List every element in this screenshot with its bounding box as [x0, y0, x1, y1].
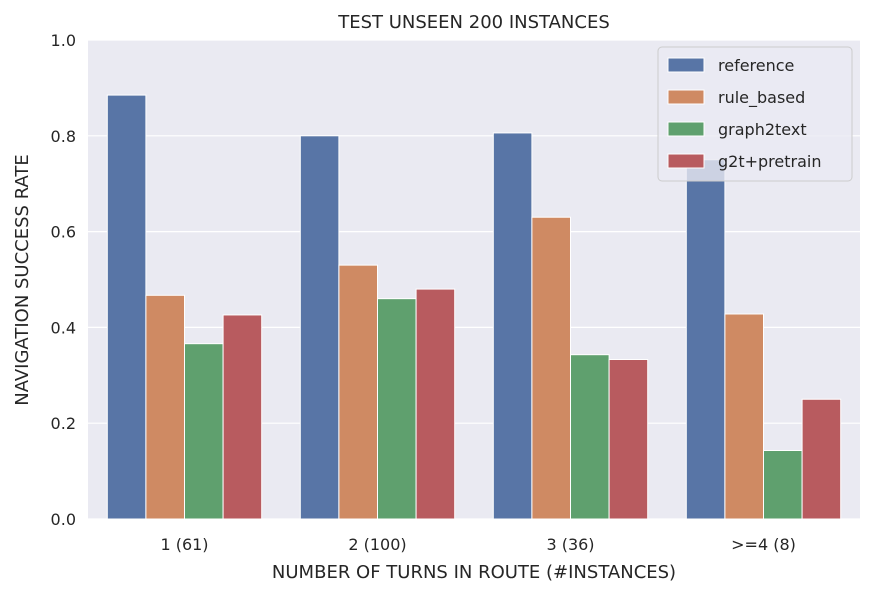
- bar-graph2text: [763, 450, 803, 520]
- y-tick-label: 0.8: [51, 127, 76, 146]
- bar-reference: [106, 94, 147, 520]
- bar-g2t-pretrain: [608, 358, 649, 520]
- x-tick-label: 1 (61): [160, 535, 208, 554]
- bar-rule-based: [338, 264, 378, 520]
- bar-graph2text: [570, 354, 610, 520]
- chart-title: TEST UNSEEN 200 INSTANCES: [337, 12, 610, 33]
- legend-swatch: [667, 89, 705, 105]
- legend-label: g2t+pretrain: [718, 152, 821, 171]
- bar-reference: [685, 159, 726, 520]
- bar-reference: [492, 132, 533, 520]
- x-tick-label: 2 (100): [348, 535, 406, 554]
- legend-label: reference: [718, 56, 794, 75]
- y-tick-label: 0.6: [51, 223, 76, 242]
- legend-swatch: [667, 121, 705, 137]
- y-tick-labels: 0.0 0.2 0.4 0.6 0.8 1.0: [51, 31, 76, 529]
- bar-g2t-pretrain: [222, 314, 263, 520]
- legend-label: rule_based: [718, 88, 805, 108]
- legend-swatch: [667, 153, 705, 169]
- bar-rule-based: [145, 294, 185, 520]
- bar-rule-based: [724, 313, 765, 520]
- bar-g2t-pretrain: [801, 398, 842, 520]
- bar-graph2text: [184, 343, 224, 520]
- x-tick-label: >=4 (8): [731, 535, 796, 554]
- legend-label: graph2text: [718, 120, 807, 139]
- y-tick-label: 0.2: [51, 414, 76, 433]
- x-tick-labels: 1 (61) 2 (100) 3 (36) >=4 (8): [160, 535, 795, 554]
- legend: reference rule_based graph2text g2t+pretrai…: [657, 46, 853, 182]
- legend-swatch: [667, 57, 705, 73]
- bars: [106, 94, 842, 520]
- y-tick-label: 0.4: [51, 318, 76, 337]
- x-axis-title: NUMBER OF TURNS IN ROUTE (#INSTANCES): [272, 562, 676, 583]
- bar-reference: [299, 135, 340, 520]
- y-tick-label: 1.0: [51, 31, 76, 50]
- bar-rule-based: [531, 216, 572, 520]
- x-tick-label: 3 (36): [546, 535, 594, 554]
- y-axis-title: NAVIGATION SUCCESS RATE: [12, 154, 33, 406]
- bar-graph2text: [377, 298, 417, 520]
- y-tick-label: 0.0: [51, 510, 76, 529]
- legend-box: [657, 46, 853, 182]
- bar-g2t-pretrain: [415, 288, 456, 520]
